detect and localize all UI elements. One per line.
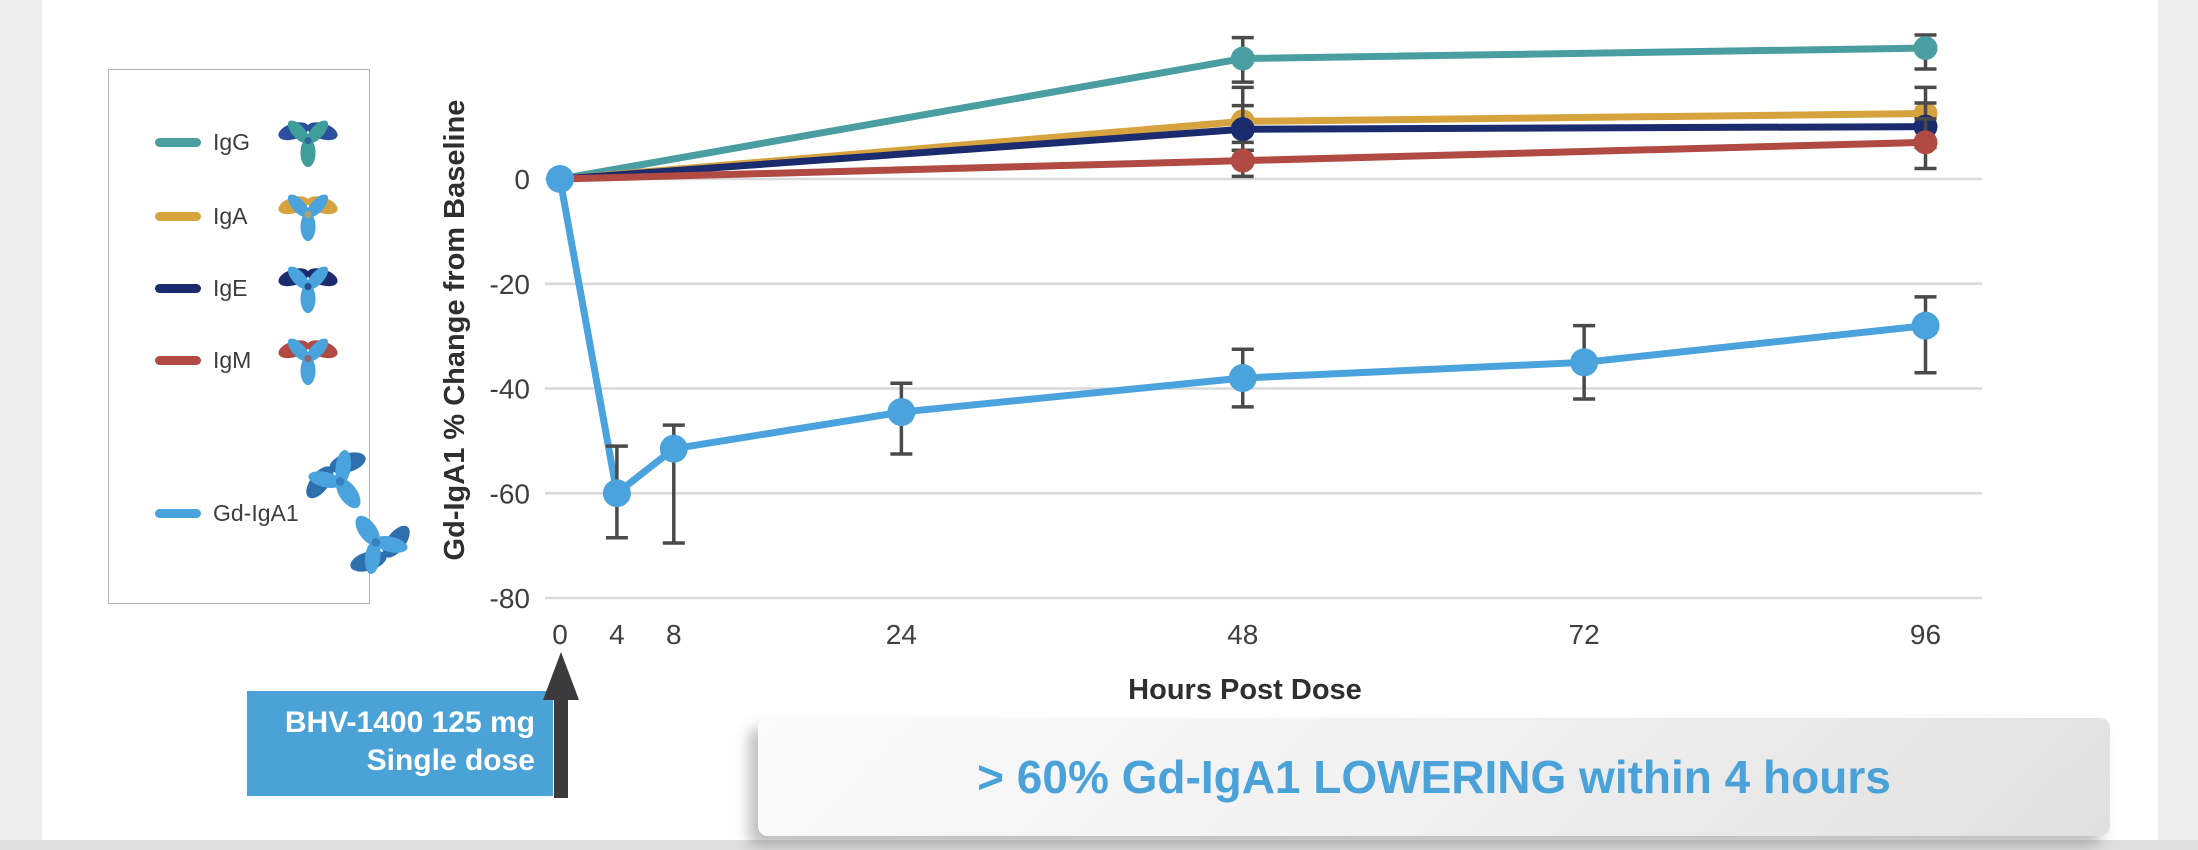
antibody-icon [269, 106, 347, 178]
dose-callout-line1: BHV-1400 125 mg [284, 706, 535, 739]
dose-callout: BHV-1400 125 mg Single dose [247, 691, 553, 796]
data-point-IgG [1230, 46, 1255, 71]
legend-swatch [155, 283, 201, 293]
data-point-Gd-IgA1 [546, 165, 574, 193]
legend-item-Gd-IgA1: Gd-IgA1 [109, 438, 410, 588]
up-arrow-head-icon [543, 652, 579, 700]
antibody-icon [299, 444, 417, 582]
y-tick-label: -20 [490, 269, 530, 300]
legend-label: IgG [213, 128, 251, 155]
up-arrow-icon [554, 698, 568, 798]
legend-label: Gd-IgA1 [213, 499, 299, 526]
highlight-banner: > 60% Gd-IgA1 LOWERING within 4 hours [758, 718, 2110, 836]
data-point-IgE [1230, 117, 1255, 142]
legend-label: IgE [213, 274, 248, 301]
data-point-IgM [1230, 148, 1255, 173]
page-margin-bottom [0, 840, 2198, 850]
x-tick-label: 72 [1569, 619, 1600, 650]
x-tick-label: 8 [666, 619, 682, 650]
data-point-Gd-IgA1 [1911, 311, 1940, 340]
y-tick-label: -80 [490, 583, 530, 614]
x-tick-label: 96 [1910, 619, 1941, 650]
y-tick-label: -60 [490, 478, 530, 509]
antibody-icon [269, 252, 347, 324]
series-line-Gd-IgA1 [556, 175, 1930, 497]
data-point-Gd-IgA1 [1570, 348, 1599, 377]
antibody-icon [269, 180, 347, 252]
data-point-Gd-IgA1 [659, 434, 688, 463]
data-point-Gd-IgA1 [887, 398, 916, 427]
legend-item-IgG: IgG [109, 106, 369, 178]
legend-item-IgE: IgE [109, 252, 369, 324]
legend-item-IgA: IgA [109, 180, 369, 252]
legend-swatch [155, 508, 201, 518]
legend-swatch [155, 211, 201, 221]
x-axis-title: Hours Post Dose [1128, 674, 1362, 706]
dose-callout-line2: Single dose [366, 744, 535, 778]
x-tick-label: 24 [886, 619, 917, 650]
page-margin-right [2158, 0, 2198, 850]
x-tick-label: 48 [1227, 619, 1258, 650]
data-point-Gd-IgA1 [1228, 364, 1257, 393]
legend-swatch [155, 137, 201, 147]
x-tick-label: 4 [609, 619, 625, 650]
legend-swatch [155, 355, 201, 365]
legend: IgG IgA IgE IgM Gd-IgA1 [108, 69, 410, 604]
page-margin-left [0, 0, 42, 850]
legend-label: IgA [213, 202, 248, 229]
data-point-IgG [1913, 36, 1938, 61]
legend-item-IgM: IgM [109, 324, 369, 396]
y-tick-label: -40 [490, 374, 530, 405]
legend-label: IgM [213, 346, 252, 373]
antibody-icon [269, 324, 347, 396]
highlight-banner-text: > 60% Gd-IgA1 LOWERING within 4 hours [977, 751, 1891, 803]
x-tick-label: 0 [552, 619, 568, 650]
y-axis-title: Gd-IgA1 % Change from Baseline [439, 99, 471, 561]
y-tick-label: 0 [514, 164, 530, 195]
data-point-IgM [1913, 130, 1938, 155]
data-point-Gd-IgA1 [602, 479, 631, 508]
